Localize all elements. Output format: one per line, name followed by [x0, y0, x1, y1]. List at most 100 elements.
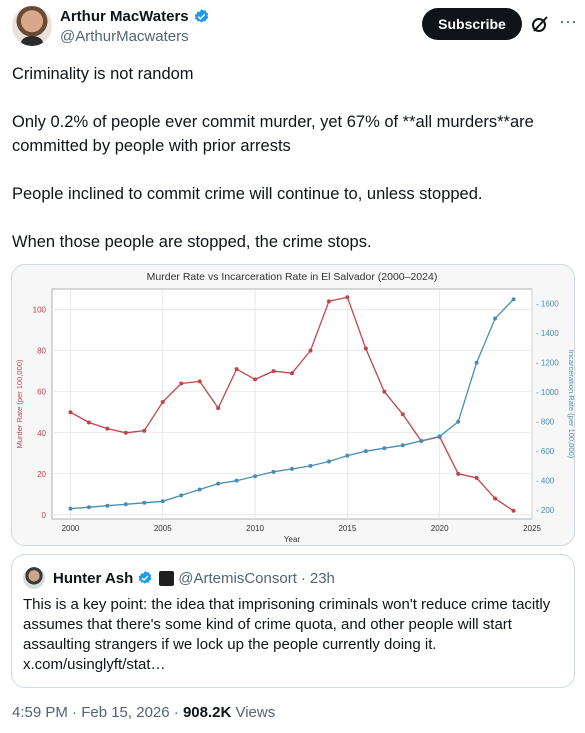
data-point-right [456, 419, 461, 424]
data-point-right [142, 500, 147, 505]
y-left-tick-label: 60 [37, 388, 46, 397]
data-point-left [197, 379, 202, 384]
x-tick-label: 2020 [431, 524, 449, 533]
data-point-right [68, 506, 73, 511]
author-name-row: Arthur MacWaters [60, 8, 210, 25]
data-point-right [437, 434, 442, 439]
separator: · [300, 569, 306, 587]
data-point-right [308, 463, 313, 468]
chart-image[interactable]: 2000 2005 2010 2015 2020 2025 0 20 40 60 80 100 - 20… [11, 264, 575, 546]
data-point-left [363, 346, 368, 351]
quoted-author-handle: @ArtemisConsort [178, 569, 297, 587]
data-point-right [179, 493, 184, 498]
y-right-tick-label: - 1200 [536, 359, 559, 368]
data-point-right [363, 449, 368, 454]
y-right-tick-label: - 400 [536, 477, 555, 486]
data-point-right [197, 487, 202, 492]
data-point-left [160, 399, 165, 404]
y-left-tick-label: 20 [37, 470, 46, 479]
data-point-left [216, 406, 221, 411]
tweet-paragraph: Criminality is not random [12, 65, 194, 83]
y-left-tick-label: 0 [42, 511, 47, 520]
view-count: 908.2K [182, 704, 232, 721]
x-tick-label: 2000 [62, 524, 80, 533]
data-point-left [123, 430, 128, 435]
data-point-left [345, 295, 350, 300]
timestamp[interactable]: 4:59 PM · Feb 15, 2026 · [12, 704, 183, 721]
author-avatar[interactable] [12, 6, 52, 46]
x-tick-label: 2015 [338, 524, 356, 533]
data-point-right [290, 466, 294, 471]
data-point-right [105, 503, 110, 508]
quoted-author-name: Hunter Ash [53, 569, 134, 587]
views-label: Views [231, 704, 276, 721]
quoted-author-avatar [23, 567, 45, 589]
quoted-tweet-header: Hunter Ash @ArtemisConsort · 23h [23, 567, 335, 589]
chart-title: Murder Rate vs Incarceration Rate in El … [147, 271, 438, 283]
quoted-tweet-text: This is a key point: the idea that impri… [23, 596, 551, 673]
data-point-left [456, 471, 461, 476]
line-chart: 2000 2005 2010 2015 2020 2025 0 20 40 60 80 100 - 20… [15, 271, 575, 544]
data-point-right [326, 459, 331, 464]
data-point-left [511, 508, 516, 513]
y-right-tick-label: - 1400 [536, 329, 559, 338]
y-right-tick-label: - 1000 [536, 388, 559, 397]
data-point-left [142, 428, 147, 433]
subscribe-button[interactable]: Subscribe [422, 8, 522, 40]
x-tick-label: 2010 [246, 524, 264, 533]
data-point-right [493, 316, 498, 321]
plot-area [51, 288, 533, 520]
y-right-axis-label: Incarceration Rate (per 100,000) [567, 350, 575, 459]
data-point-right [216, 481, 221, 486]
y-left-axis-label: Murder Rate (per 100,000) [15, 359, 24, 448]
data-point-right [271, 469, 276, 474]
author-handle[interactable]: @ArthurMacwaters [60, 28, 189, 45]
data-point-right [234, 478, 239, 483]
y-left-tick-label: 80 [37, 347, 46, 356]
x-axis-label: Year [284, 535, 301, 544]
data-point-left [326, 299, 331, 304]
data-point-left [253, 377, 258, 382]
data-point-right [345, 453, 350, 458]
data-point-right [400, 443, 405, 448]
data-point-left [290, 371, 294, 376]
data-point-left [105, 426, 110, 431]
affiliate-badge-icon [159, 570, 175, 586]
author-name[interactable]: Arthur MacWaters [60, 8, 189, 25]
data-point-left [179, 381, 184, 386]
data-point-left [234, 367, 239, 372]
grok-icon[interactable] [530, 14, 550, 34]
data-point-right [419, 438, 424, 443]
y-left-tick-label: 40 [37, 429, 46, 438]
x-tick-label: 2005 [154, 524, 172, 533]
data-point-left [86, 420, 91, 425]
data-point-left [382, 389, 387, 394]
verified-badge-icon [194, 9, 208, 23]
tweet-header: Arthur MacWaters @ArthurMacwaters Subscr… [12, 6, 577, 50]
quoted-tweet[interactable]: Hunter Ash @ArtemisConsort · 23h This is… [11, 554, 575, 688]
y-right-tick-label: - 200 [536, 506, 555, 515]
data-point-left [68, 410, 73, 415]
data-point-left [493, 496, 498, 501]
tweet-paragraph: Only 0.2% of people ever commit murder, … [12, 113, 534, 155]
data-point-right [160, 499, 165, 504]
tweet-paragraph: People inclined to commit crime will con… [12, 185, 483, 203]
data-point-right [382, 446, 387, 451]
tweet-text: Criminality is not random Only 0.2% of p… [12, 62, 572, 278]
data-point-left [474, 475, 479, 480]
data-point-right [253, 474, 258, 479]
data-point-right [123, 502, 128, 507]
y-right-tick-label: - 800 [536, 418, 555, 427]
quoted-timestamp: 23h [309, 569, 335, 587]
y-left-tick-label: 100 [33, 306, 47, 315]
y-right-tick-label: - 600 [536, 447, 555, 456]
data-point-right [511, 297, 516, 302]
data-point-left [400, 412, 405, 417]
data-point-right [86, 505, 91, 510]
verified-badge-icon [138, 571, 152, 584]
x-tick-label: 2025 [523, 524, 541, 533]
y-right-tick-label: - 1600 [536, 300, 559, 309]
tweet-meta: 4:59 PM · Feb 15, 2026 · 908.2K Views [12, 704, 275, 721]
more-options-icon[interactable]: ··· [559, 11, 577, 31]
data-point-left [308, 348, 313, 353]
